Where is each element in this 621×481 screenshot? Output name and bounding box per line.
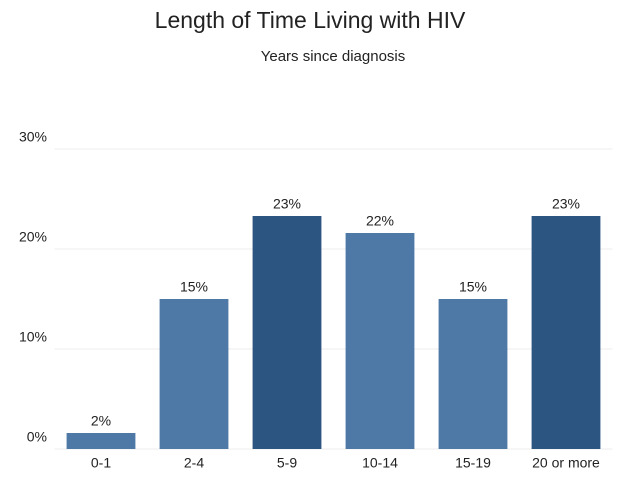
- data-label: 15%: [180, 279, 208, 295]
- bar: [252, 216, 322, 449]
- x-tick-label: 0-1: [91, 455, 111, 471]
- x-tick-label: 20 or more: [532, 455, 600, 471]
- bar: [345, 233, 415, 449]
- y-tick-label: 0%: [27, 429, 47, 445]
- data-label: 23%: [552, 196, 580, 212]
- x-tick-label: 15-19: [455, 455, 491, 471]
- bar: [66, 433, 136, 449]
- chart-subtitle: Years since diagnosis: [261, 48, 406, 65]
- y-tick-label: 20%: [19, 229, 47, 245]
- y-tick-label: 10%: [19, 329, 47, 345]
- bar: [438, 299, 508, 449]
- bar: [531, 216, 601, 449]
- y-tick-label: 30%: [19, 129, 47, 145]
- x-tick-label: 10-14: [362, 455, 398, 471]
- data-label: 23%: [273, 196, 301, 212]
- data-label: 22%: [366, 213, 394, 229]
- data-label: 2%: [91, 413, 111, 429]
- x-tick-label: 5-9: [277, 455, 297, 471]
- chart-title: Length of Time Living with HIV: [155, 7, 466, 33]
- x-tick-label: 2-4: [184, 455, 204, 471]
- bar: [159, 299, 229, 449]
- data-label: 15%: [459, 279, 487, 295]
